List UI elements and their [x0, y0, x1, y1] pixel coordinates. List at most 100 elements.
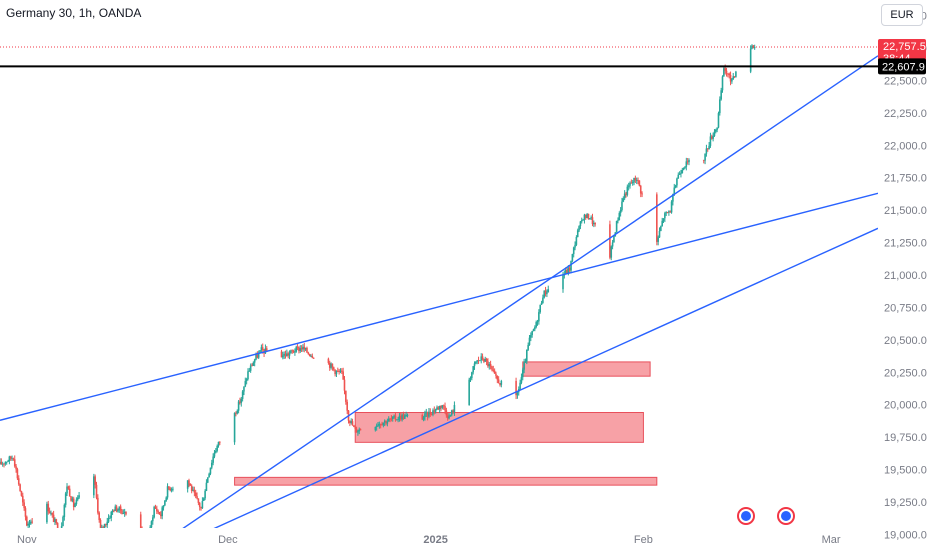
candle-body — [255, 354, 257, 360]
candle-body — [359, 429, 362, 431]
candle-body — [54, 519, 56, 522]
candle-body — [117, 510, 119, 512]
candle-body — [12, 458, 15, 460]
candle — [681, 167, 684, 174]
candle — [641, 191, 643, 198]
candle-body — [436, 407, 438, 410]
candle — [160, 511, 162, 519]
candle — [582, 218, 584, 221]
event-marker-icon[interactable] — [737, 507, 755, 525]
event-marker-icon[interactable] — [777, 507, 795, 525]
candle-body — [375, 425, 378, 427]
candle-body — [589, 218, 591, 220]
candle — [547, 285, 550, 293]
candle — [68, 485, 71, 497]
y-tick-label: 21,750.0 — [884, 173, 927, 185]
candle-body — [201, 500, 204, 509]
candle — [291, 349, 294, 354]
candle-body — [426, 411, 429, 417]
candle-body — [395, 419, 398, 421]
candle-body — [157, 511, 159, 513]
candle-body — [583, 214, 586, 220]
candle — [377, 422, 379, 427]
candle-body — [452, 410, 454, 413]
candle — [342, 367, 344, 380]
candle-body — [567, 267, 570, 274]
candle-body — [438, 405, 441, 410]
currency-button[interactable]: EUR — [881, 4, 923, 26]
candle — [495, 371, 497, 379]
candle — [499, 383, 501, 387]
candle-body — [298, 347, 300, 351]
candle — [473, 361, 476, 370]
candle-body — [106, 521, 109, 525]
candle-body — [676, 178, 678, 186]
candle-body — [259, 350, 261, 353]
candle — [353, 425, 355, 428]
candle-body — [202, 498, 205, 501]
candle — [530, 332, 532, 342]
candle — [208, 472, 210, 478]
candle — [188, 478, 190, 488]
candle — [288, 350, 291, 360]
candle — [389, 417, 391, 423]
candle — [475, 361, 477, 365]
candle-body — [488, 364, 491, 367]
candle — [12, 457, 15, 461]
candle-body — [101, 527, 103, 528]
candle-body — [500, 380, 503, 385]
candle-body — [71, 498, 74, 501]
candle-body — [111, 510, 114, 512]
candle — [469, 376, 472, 382]
y-tick-label: 21,500.0 — [884, 205, 927, 217]
candle-body — [731, 79, 733, 82]
candle-body — [154, 506, 157, 509]
candle-body — [473, 363, 476, 367]
candle — [194, 489, 197, 499]
candle — [107, 514, 110, 524]
candle — [706, 148, 709, 152]
candle-body — [338, 370, 340, 372]
candle — [335, 370, 338, 378]
candle — [304, 347, 307, 352]
candle-body — [156, 508, 158, 512]
candle — [287, 351, 289, 359]
candle-body — [382, 422, 385, 426]
candle-body — [288, 353, 291, 356]
candle-body — [98, 512, 100, 521]
candle-body — [623, 193, 626, 199]
candle-body — [618, 213, 621, 221]
candle-body — [70, 496, 72, 501]
candle-body — [495, 373, 497, 376]
candle — [719, 96, 721, 116]
candle-body — [542, 297, 544, 303]
candle — [334, 369, 336, 377]
horizontal-level-label: 22,607.9 — [882, 61, 925, 73]
candle-body — [519, 382, 521, 390]
candle — [591, 213, 594, 227]
candle-body — [236, 410, 239, 414]
candle-body — [189, 483, 192, 486]
candle — [101, 524, 103, 528]
candle-body — [680, 173, 682, 174]
candle-body — [656, 194, 658, 242]
candle-body — [332, 367, 335, 370]
candle — [302, 344, 304, 352]
candle — [64, 491, 67, 508]
candle — [157, 509, 159, 515]
candle — [634, 175, 637, 183]
candle-body — [28, 523, 31, 525]
candle — [200, 506, 202, 511]
candle — [327, 357, 330, 365]
candle — [716, 127, 718, 133]
candle — [426, 411, 429, 421]
candle-body — [704, 153, 706, 161]
candle-body — [405, 415, 407, 416]
candle — [154, 504, 157, 509]
candle-body — [579, 221, 582, 227]
candle — [123, 508, 126, 517]
candle — [485, 357, 488, 366]
candle — [330, 362, 332, 370]
